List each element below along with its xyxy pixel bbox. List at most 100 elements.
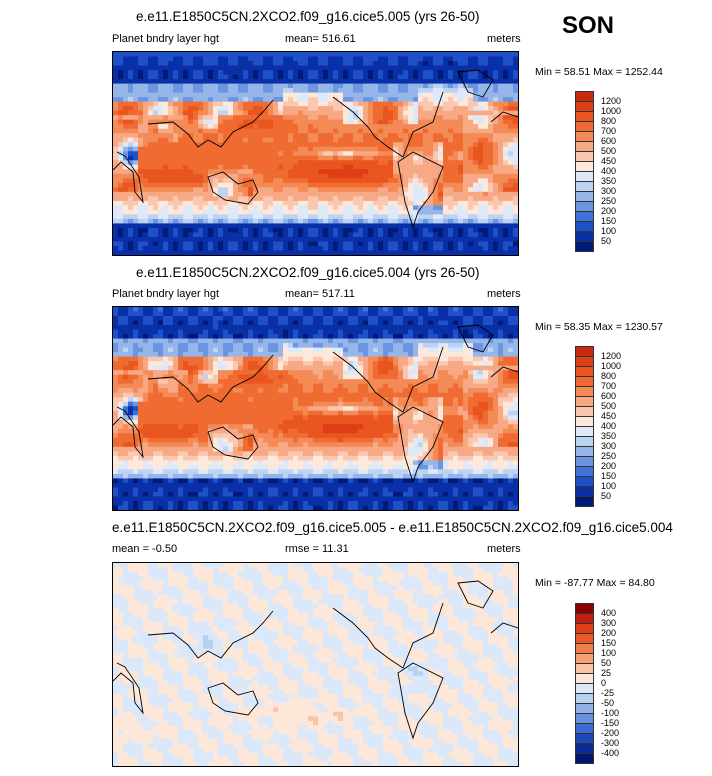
field-cell (213, 56, 219, 62)
field-cell (353, 128, 359, 134)
field-cell (343, 352, 349, 358)
field-cell (323, 88, 329, 94)
field-cell (203, 74, 209, 80)
field-cell (148, 209, 154, 215)
field-cell (248, 164, 254, 170)
field-cell (323, 124, 329, 130)
field-cell (498, 151, 504, 157)
field-cell (313, 151, 319, 157)
field-cell (458, 61, 464, 67)
field-cell (493, 329, 499, 335)
field-cell (303, 164, 309, 170)
field-cell (408, 70, 414, 76)
field-cell (268, 97, 274, 103)
field-cell (363, 164, 369, 170)
field-cell (243, 325, 249, 331)
field-cell (493, 97, 499, 103)
field-cell (323, 151, 329, 157)
field-cell (473, 151, 479, 157)
field-cell (143, 200, 149, 206)
field-cell (123, 227, 129, 234)
field-cell (128, 232, 134, 238)
field-cell (183, 133, 189, 139)
field-cell (158, 209, 164, 215)
field-cell (448, 374, 454, 380)
field-cell (508, 160, 514, 166)
field-cell (168, 97, 174, 103)
field-cell (138, 92, 144, 98)
field-cell (163, 370, 169, 376)
field-cell (133, 101, 139, 107)
field-cell (408, 347, 414, 353)
field-cell (198, 343, 204, 349)
field-cell (508, 142, 514, 148)
field-cell (298, 128, 304, 134)
field-cell (418, 307, 424, 313)
field-cell (353, 374, 359, 380)
field-cell (393, 329, 399, 335)
field-cell (178, 356, 184, 362)
field-cell (138, 316, 144, 322)
field-cell (163, 218, 169, 225)
field-cell (148, 160, 154, 166)
field-cell (393, 133, 399, 139)
field-cell (358, 52, 364, 58)
field-cell (233, 106, 239, 112)
field-cell (198, 128, 204, 134)
field-cell (353, 196, 359, 202)
field-cell (303, 191, 309, 197)
field-cell (258, 316, 264, 322)
field-cell (288, 182, 294, 188)
field-cell (113, 151, 119, 157)
field-cell (393, 356, 399, 362)
field-cell (148, 151, 154, 157)
field-cell (513, 133, 518, 139)
field-cell (473, 232, 479, 238)
field-cell (408, 200, 414, 206)
field-cell (388, 169, 394, 175)
field-cell (493, 124, 499, 130)
field-cell (473, 115, 479, 121)
field-cell (268, 329, 274, 335)
field-cell (303, 307, 309, 313)
field-cell (193, 133, 199, 139)
field-cell (353, 155, 359, 161)
field-cell (173, 196, 179, 202)
field-cell (368, 173, 374, 179)
field-cell (198, 70, 204, 76)
field-cell (388, 320, 394, 326)
field-cell (293, 245, 299, 252)
field-cell (273, 79, 279, 85)
field-cell (418, 83, 424, 89)
field-cell (323, 205, 329, 211)
field-cell (228, 119, 234, 125)
field-cell (333, 223, 339, 229)
field-cell (288, 115, 294, 121)
field-cell (233, 101, 239, 107)
field-cell (133, 83, 139, 89)
field-cell (413, 74, 419, 80)
field-cell (473, 245, 479, 252)
field-cell (293, 83, 299, 89)
field-cell (378, 191, 384, 197)
field-cell (513, 110, 518, 116)
field-cell (283, 232, 289, 238)
field-cell (133, 214, 139, 220)
field-cell (158, 316, 164, 322)
field-cell (113, 365, 119, 371)
field-cell (238, 334, 244, 340)
field-cell (283, 241, 289, 247)
field-cell (403, 173, 409, 179)
field-cell (198, 65, 204, 71)
field-cell (203, 124, 209, 130)
field-cell (513, 250, 518, 255)
field-cell (233, 92, 239, 98)
field-cell (198, 133, 204, 139)
field-cell (218, 236, 224, 243)
field-cell (148, 83, 154, 89)
field-cell (463, 83, 469, 89)
field-cell (233, 65, 239, 71)
field-cell (173, 61, 179, 67)
field-cell (273, 316, 279, 322)
field-cell (373, 65, 379, 71)
